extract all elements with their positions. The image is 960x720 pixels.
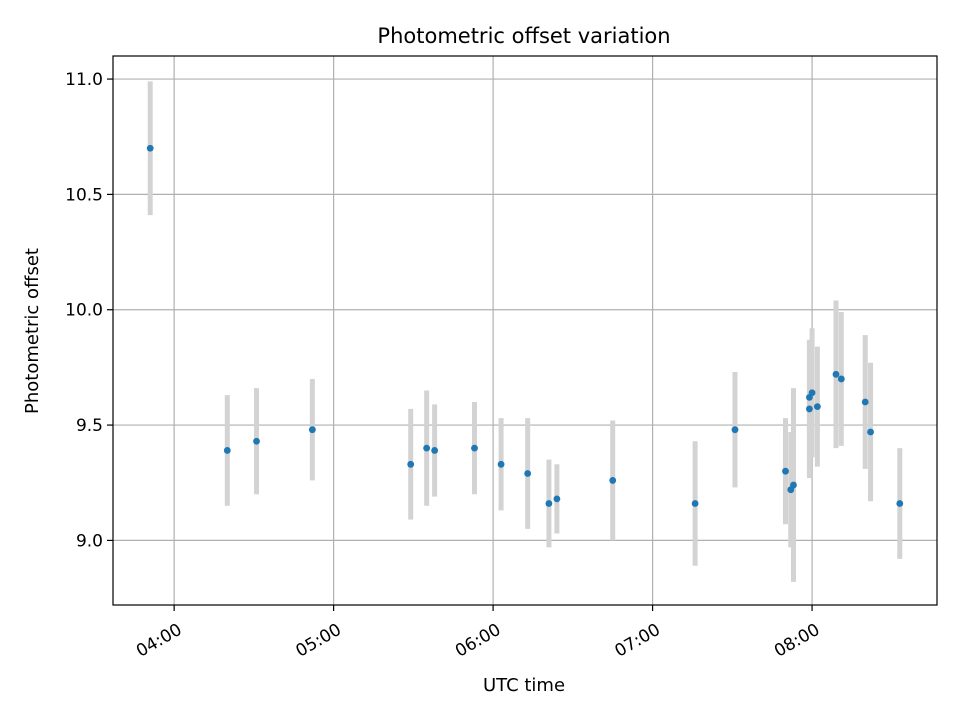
data-point: [867, 428, 874, 436]
y-tick-label: 11.0: [65, 70, 103, 90]
data-point: [896, 500, 904, 507]
data-point: [837, 375, 845, 383]
y-tick-label: 10.0: [65, 301, 103, 321]
data-point: [524, 470, 532, 477]
data-point: [497, 460, 505, 468]
y-tick-label: 9.0: [76, 531, 103, 551]
chart-title: Photometric offset variation: [377, 24, 670, 48]
grid: [113, 56, 937, 605]
y-tick-label: 10.5: [65, 185, 103, 205]
data-point: [782, 467, 789, 475]
data-point: [808, 389, 816, 397]
data-point: [308, 426, 316, 434]
data-point: [806, 405, 813, 413]
data-point: [423, 444, 431, 452]
data-point: [609, 477, 617, 484]
x-axis-label: UTC time: [483, 675, 565, 696]
data-point: [253, 437, 260, 445]
data-point: [832, 370, 840, 378]
data-point: [545, 500, 553, 507]
y-axis-label: Photometric offset: [22, 248, 43, 414]
data-point: [431, 447, 439, 454]
y-tick-label: 9.5: [76, 416, 103, 436]
data-point: [790, 481, 797, 489]
data-point: [861, 398, 869, 406]
y-axis: 9.0 9.5 10.0 10.5 11.0: [65, 70, 113, 551]
data-points: [146, 144, 904, 507]
data-point: [223, 447, 231, 454]
data-point: [731, 426, 739, 434]
data-point: [146, 144, 154, 152]
data-point: [553, 495, 561, 503]
data-point: [691, 500, 699, 507]
plot-frame: [112, 55, 938, 606]
data-point: [471, 444, 478, 452]
data-point: [407, 460, 415, 468]
data-point: [813, 403, 821, 411]
